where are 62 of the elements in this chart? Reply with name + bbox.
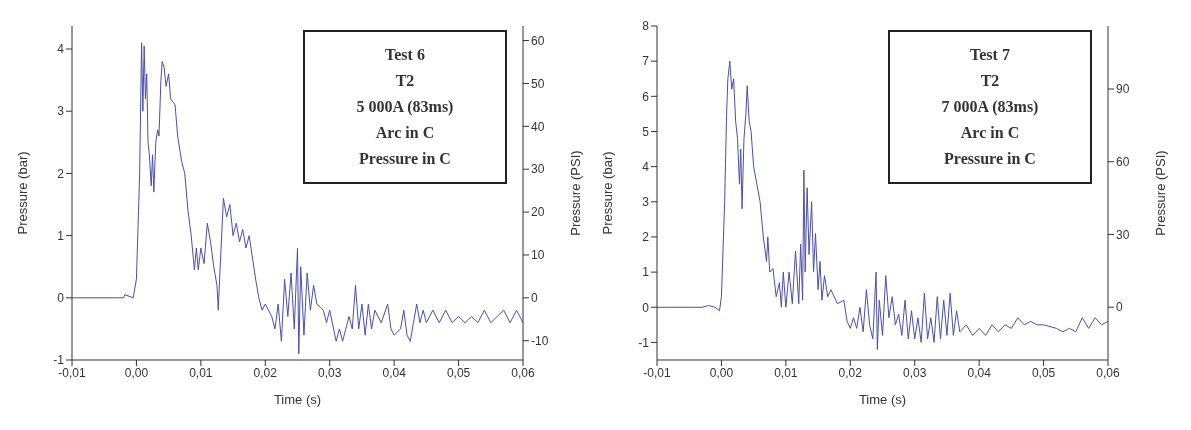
x-tick-label: 0,03 [903, 365, 927, 380]
x-tick-label: 0,05 [1031, 365, 1056, 380]
annotation: 5 000A (83ms) [355, 97, 455, 118]
x-tick-label: 0,06 [511, 365, 535, 380]
y2-axis-title: Pressure (PSI) [567, 150, 583, 236]
y-tick-label: 4 [642, 159, 650, 174]
x-tick-label: 0,04 [382, 365, 407, 380]
annotation: Pressure in C [358, 149, 452, 169]
x-axis-title: Time (s) [858, 392, 907, 407]
y-tick-label: 0 [642, 300, 650, 315]
x-tick-label: 0,05 [446, 365, 471, 380]
y2-tick-label: 30 [1116, 227, 1130, 242]
x-tick-label: 0,03 [318, 365, 342, 380]
annotation: Test 7 [969, 45, 1011, 65]
y-tick-label: 1 [57, 228, 65, 243]
x-tick-label: 0,01 [774, 365, 798, 380]
x-tick-label: 0,00 [124, 365, 149, 380]
y2-tick-label: 90 [1116, 82, 1130, 97]
y2-tick-label: 0 [1116, 300, 1123, 315]
y2-axis-title: Pressure (PSI) [1152, 150, 1168, 236]
y-tick-label: 1 [642, 265, 650, 280]
x-tick-label: 0,00 [709, 365, 734, 380]
y-tick-label: -1 [53, 353, 65, 368]
x-tick-label: 0,02 [253, 365, 278, 380]
y-axis-title: Pressure (bar) [14, 151, 30, 235]
y-tick-label: 3 [642, 195, 650, 210]
y2-tick-label: 30 [531, 162, 545, 177]
annotation: T2 [394, 71, 416, 91]
y-tick-label: 2 [57, 166, 65, 181]
x-tick-label: 0,01 [189, 365, 213, 380]
y-tick-label: 7 [642, 54, 650, 69]
annotation: Test 6 [384, 45, 426, 65]
y2-tick-label: 60 [531, 33, 545, 48]
y2-tick-label: -10 [531, 333, 549, 348]
x-tick-label: 0,04 [967, 365, 992, 380]
y-axis-title: Pressure (bar) [599, 151, 615, 235]
y2-tick-label: 20 [531, 205, 545, 220]
annotation: T2 [979, 71, 1001, 91]
x-tick-label: 0,02 [838, 365, 863, 380]
annotation: Arc in C [374, 123, 436, 143]
y2-tick-label: 10 [531, 248, 545, 263]
y-tick-label: 2 [642, 230, 650, 245]
x-tick-label: 0,06 [1096, 365, 1120, 380]
x-tick-label: -0,01 [643, 365, 671, 380]
y-tick-label: 3 [57, 104, 65, 119]
x-tick-label: -0,01 [58, 365, 86, 380]
y-tick-label: 4 [57, 42, 65, 57]
y2-tick-label: 50 [531, 76, 545, 91]
annotation: Arc in C [959, 123, 1021, 143]
y-tick-label: 8 [642, 19, 650, 34]
y2-tick-label: 40 [531, 119, 545, 134]
annotation: 7 000A (83ms) [940, 97, 1040, 118]
y-tick-label: -1 [638, 335, 650, 350]
line-series [657, 60, 1108, 350]
y-tick-label: 5 [642, 124, 650, 139]
x-axis-title: Time (s) [273, 392, 322, 407]
annotation: Pressure in C [943, 149, 1037, 169]
y-tick-label: 6 [642, 89, 650, 104]
y2-tick-label: 0 [531, 291, 538, 306]
y2-tick-label: 60 [1116, 154, 1130, 169]
line-series [72, 42, 523, 355]
y-tick-label: 0 [57, 291, 65, 306]
